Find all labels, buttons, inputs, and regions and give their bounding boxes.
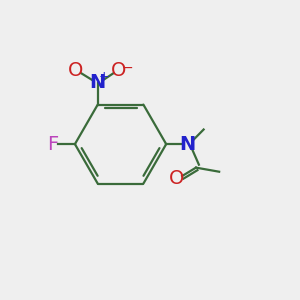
Text: O: O: [111, 61, 127, 80]
Text: N: N: [90, 73, 106, 92]
Text: O: O: [169, 169, 184, 188]
Text: −: −: [122, 61, 134, 75]
Text: +: +: [99, 70, 110, 83]
Text: F: F: [47, 135, 58, 154]
Text: N: N: [179, 135, 196, 154]
Text: O: O: [68, 61, 83, 80]
